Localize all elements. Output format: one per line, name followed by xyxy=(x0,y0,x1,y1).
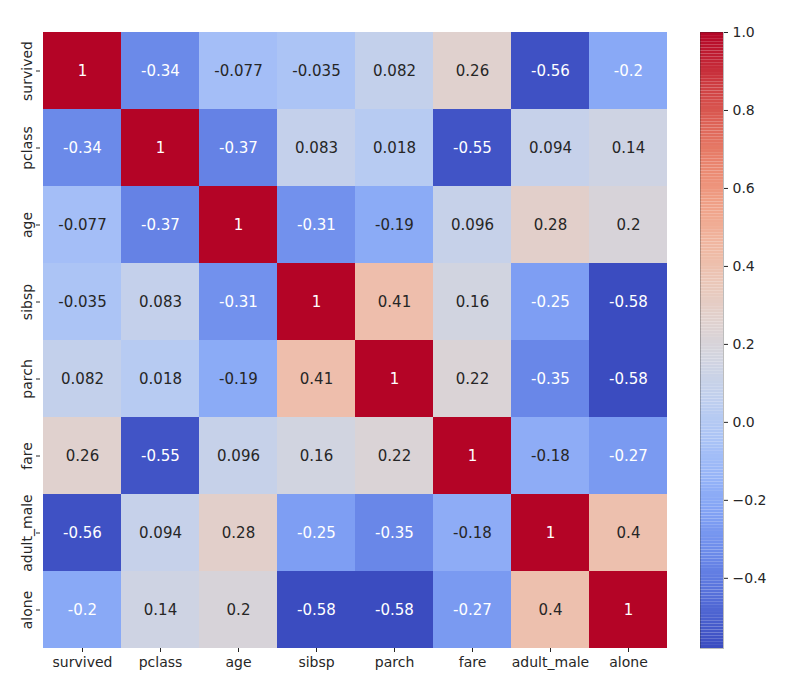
svg-text:0.018: 0.018 xyxy=(373,139,416,157)
svg-text:fare: fare xyxy=(19,442,35,470)
svg-text:-0.27: -0.27 xyxy=(453,601,492,619)
svg-text:0.4: 0.4 xyxy=(539,601,563,619)
svg-text:-0.035: -0.035 xyxy=(292,62,340,80)
svg-text:1: 1 xyxy=(156,139,166,157)
svg-text:0.22: 0.22 xyxy=(378,447,411,465)
svg-text:-0.19: -0.19 xyxy=(375,216,414,234)
svg-text:-0.31: -0.31 xyxy=(297,216,336,234)
svg-text:1: 1 xyxy=(468,447,478,465)
svg-text:0.094: 0.094 xyxy=(139,524,182,542)
svg-text:alone: alone xyxy=(19,591,35,630)
svg-text:-0.55: -0.55 xyxy=(453,139,492,157)
svg-text:1: 1 xyxy=(546,524,556,542)
svg-text:-0.2: -0.2 xyxy=(614,62,643,80)
svg-text:0.096: 0.096 xyxy=(451,216,494,234)
svg-text:sibsp: sibsp xyxy=(298,654,334,670)
svg-text:−0.2: −0.2 xyxy=(733,492,767,508)
svg-text:-0.27: -0.27 xyxy=(609,447,648,465)
svg-text:0.28: 0.28 xyxy=(534,216,567,234)
svg-text:0.018: 0.018 xyxy=(139,370,182,388)
svg-text:-0.2: -0.2 xyxy=(68,601,97,619)
svg-text:parch: parch xyxy=(375,654,414,670)
svg-text:0.28: 0.28 xyxy=(222,524,255,542)
svg-text:0.41: 0.41 xyxy=(378,293,411,311)
svg-text:-0.31: -0.31 xyxy=(219,293,258,311)
svg-text:fare: fare xyxy=(459,654,487,670)
svg-text:0.083: 0.083 xyxy=(295,139,338,157)
svg-text:1: 1 xyxy=(312,293,322,311)
svg-text:-0.56: -0.56 xyxy=(63,524,102,542)
svg-text:-0.077: -0.077 xyxy=(58,216,106,234)
svg-text:0.41: 0.41 xyxy=(300,370,333,388)
svg-text:-0.34: -0.34 xyxy=(141,62,180,80)
svg-text:0.22: 0.22 xyxy=(456,370,489,388)
html-text:Heatmap de corrélation du data: Heatmap de corrélation du dataset Titani… xyxy=(196,6,514,24)
svg-text:-0.58: -0.58 xyxy=(609,370,648,388)
svg-text:−0.4: −0.4 xyxy=(733,570,767,586)
svg-text:-0.58: -0.58 xyxy=(375,601,414,619)
svg-text:0.0: 0.0 xyxy=(733,414,755,430)
svg-text:0.2: 0.2 xyxy=(733,336,755,352)
svg-text:-0.25: -0.25 xyxy=(297,524,336,542)
svg-text:0.8: 0.8 xyxy=(733,102,755,118)
svg-text:1: 1 xyxy=(78,62,88,80)
svg-text:0.14: 0.14 xyxy=(612,139,645,157)
svg-text:0.096: 0.096 xyxy=(217,447,260,465)
svg-text:-0.19: -0.19 xyxy=(219,370,258,388)
svg-text:0.16: 0.16 xyxy=(456,293,489,311)
svg-text:-0.35: -0.35 xyxy=(375,524,414,542)
svg-text:0.26: 0.26 xyxy=(66,447,99,465)
svg-text:1: 1 xyxy=(234,216,244,234)
svg-text:1: 1 xyxy=(390,370,400,388)
svg-text:sibsp: sibsp xyxy=(19,284,35,320)
svg-text:-0.25: -0.25 xyxy=(531,293,570,311)
svg-text:-0.077: -0.077 xyxy=(214,62,262,80)
svg-text:0.094: 0.094 xyxy=(529,139,572,157)
svg-text:survived: survived xyxy=(53,654,113,670)
svg-text:parch: parch xyxy=(19,359,35,398)
svg-text:adult_male: adult_male xyxy=(19,494,35,571)
svg-text:0.16: 0.16 xyxy=(300,447,333,465)
svg-text:0.2: 0.2 xyxy=(617,216,641,234)
svg-text:0.4: 0.4 xyxy=(733,258,755,274)
svg-text:-0.56: -0.56 xyxy=(531,62,570,80)
svg-text:adult_male: adult_male xyxy=(512,654,589,670)
svg-text:-0.58: -0.58 xyxy=(297,601,336,619)
svg-text:1: 1 xyxy=(624,601,634,619)
svg-text:-0.34: -0.34 xyxy=(63,139,102,157)
svg-text:0.082: 0.082 xyxy=(61,370,104,388)
svg-text:0.082: 0.082 xyxy=(373,62,416,80)
svg-text:survived: survived xyxy=(19,41,35,101)
svg-text:-0.37: -0.37 xyxy=(219,139,258,157)
svg-text:-0.55: -0.55 xyxy=(141,447,180,465)
svg-text:0.6: 0.6 xyxy=(733,180,755,196)
svg-text:pclass: pclass xyxy=(19,126,35,170)
svg-text:1.0: 1.0 xyxy=(733,24,755,40)
svg-text:0.4: 0.4 xyxy=(617,524,641,542)
svg-text:age: age xyxy=(19,212,35,238)
svg-text:-0.37: -0.37 xyxy=(141,216,180,234)
svg-text:0.083: 0.083 xyxy=(139,293,182,311)
svg-text:0.14: 0.14 xyxy=(144,601,177,619)
svg-text:0.26: 0.26 xyxy=(456,62,489,80)
svg-text:0.2: 0.2 xyxy=(227,601,251,619)
svg-text:-0.035: -0.035 xyxy=(58,293,106,311)
svg-text:alone: alone xyxy=(609,654,648,670)
svg-text:age: age xyxy=(225,654,251,670)
svg-text:pclass: pclass xyxy=(139,654,183,670)
svg-text:-0.18: -0.18 xyxy=(453,524,492,542)
svg-text:-0.58: -0.58 xyxy=(609,293,648,311)
svg-text:-0.35: -0.35 xyxy=(531,370,570,388)
svg-text:-0.18: -0.18 xyxy=(531,447,570,465)
